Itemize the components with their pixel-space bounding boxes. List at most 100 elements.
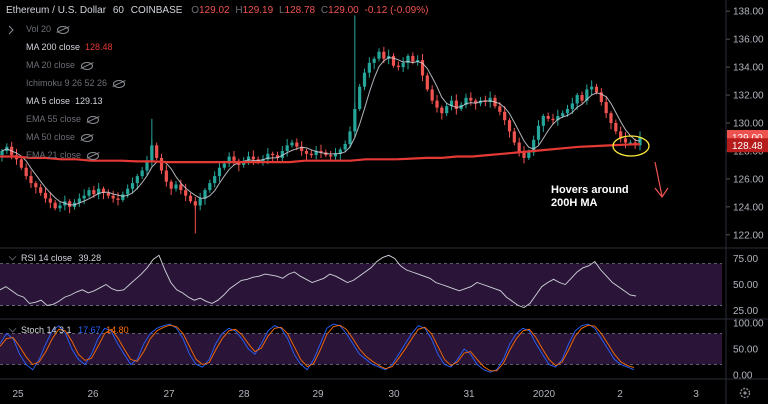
- x-tick-label: 30: [388, 389, 400, 400]
- legend-item[interactable]: Vol 20: [26, 24, 70, 34]
- collapse-icon[interactable]: [8, 252, 17, 261]
- candle-body: [246, 156, 251, 161]
- candle-body: [396, 65, 400, 68]
- ma200-line: [0, 143, 641, 164]
- legend-label: MA 50 close: [26, 132, 76, 142]
- candle-body: [48, 198, 52, 203]
- candle-body: [43, 192, 48, 199]
- legend-item[interactable]: EMA 55 close: [26, 114, 100, 124]
- candle-body: [150, 145, 154, 161]
- candle-body: [522, 152, 526, 158]
- candle-body: [406, 55, 410, 63]
- ma200-price-label: 128.48: [732, 141, 763, 152]
- rsi-value: 39.28: [78, 253, 102, 263]
- eye-off-icon[interactable]: [57, 25, 70, 34]
- candle-body: [121, 194, 125, 200]
- candle-body: [213, 176, 217, 184]
- stoch-legend: Stoch 14 3 1 17.67 14.80: [8, 324, 129, 335]
- collapse-icon[interactable]: [8, 324, 17, 333]
- eye-off-icon[interactable]: [87, 115, 100, 124]
- candle-body: [145, 160, 149, 171]
- rsi-tick-label: 50.00: [733, 280, 758, 291]
- low-value: 128.78: [284, 5, 316, 16]
- candle-body: [367, 62, 371, 73]
- stoch-title: Stoch 14 3 1: [21, 325, 72, 335]
- stoch-tick-label: 0.00: [733, 370, 753, 381]
- candle-body: [261, 159, 265, 163]
- candle-body: [604, 102, 608, 114]
- eye-off-icon[interactable]: [81, 133, 94, 142]
- candle-body: [430, 89, 434, 101]
- candle-body: [464, 97, 468, 105]
- legend-item[interactable]: MA 5 close 129.13: [26, 96, 103, 106]
- candle-body: [208, 183, 212, 191]
- candle-body: [498, 106, 502, 112]
- candle-body: [198, 198, 202, 206]
- candle-body: [488, 97, 492, 103]
- candle-body: [353, 109, 357, 132]
- candle-body: [275, 155, 280, 158]
- low-label: L: [278, 5, 285, 16]
- candle-body: [527, 152, 531, 158]
- candle-body: [619, 131, 623, 139]
- close-label: C: [320, 5, 329, 16]
- legend-label: MA 5 close: [26, 96, 71, 106]
- stoch-d-line: [0, 324, 635, 372]
- candle-body: [164, 170, 168, 182]
- x-tick-label: 25: [12, 389, 24, 400]
- candle-body: [106, 192, 110, 196]
- candle-body: [343, 143, 347, 150]
- legend-value: 128.48: [85, 42, 113, 52]
- rsi-band: [0, 263, 722, 306]
- eye-off-icon[interactable]: [87, 151, 100, 160]
- legend-item[interactable]: MA 200 close 128.48: [26, 42, 113, 52]
- eye-off-icon[interactable]: [113, 79, 126, 88]
- candle-body: [188, 195, 193, 202]
- candle-body: [565, 109, 570, 114]
- change-value: -0.12 (-0.09%): [364, 5, 429, 16]
- candle-body: [623, 138, 628, 143]
- candle-body: [159, 157, 164, 171]
- candle-body: [155, 145, 159, 158]
- candle-body: [329, 155, 333, 157]
- legend-label: Ichimoku 9 26 52 26: [26, 78, 108, 88]
- candle-body: [532, 139, 536, 153]
- candle-body: [169, 181, 173, 189]
- candle-body: [551, 118, 555, 121]
- candle-body: [227, 156, 231, 164]
- y-tick-label: 138.00: [733, 7, 764, 18]
- open-label: O: [191, 5, 199, 16]
- x-tick-label: 31: [463, 389, 475, 400]
- candle-body: [411, 55, 415, 62]
- candle-body: [39, 187, 43, 193]
- rsi-legend: RSI 14 close 39.28: [8, 252, 101, 263]
- candle-body: [420, 60, 425, 76]
- legend-label: EMA 55 close: [26, 114, 82, 124]
- stoch-tick-label: 100.00: [733, 319, 764, 330]
- candle-body: [184, 190, 188, 196]
- x-tick-label: 2020: [533, 389, 556, 400]
- x-tick-label: 29: [312, 389, 324, 400]
- candle-body: [19, 159, 23, 168]
- y-tick-label: 132.00: [733, 91, 764, 102]
- candle-body: [280, 150, 284, 158]
- candle-body: [130, 183, 135, 189]
- candle-body: [58, 205, 62, 209]
- legend-item[interactable]: Ichimoku 9 26 52 26: [26, 78, 126, 88]
- y-tick-label: 136.00: [733, 35, 764, 46]
- candle-body: [536, 125, 541, 140]
- eye-off-icon[interactable]: [81, 61, 94, 70]
- y-tick-label: 124.00: [733, 202, 764, 213]
- stoch-tick-label: 50.00: [733, 345, 758, 356]
- legend-item[interactable]: EMA 21 close: [26, 150, 100, 160]
- candle-body: [24, 167, 28, 177]
- candle-body: [266, 153, 270, 160]
- candle-body: [372, 58, 376, 63]
- legend-item[interactable]: MA 50 close: [26, 132, 94, 142]
- candle-body: [382, 51, 386, 59]
- candle-body: [517, 142, 521, 153]
- candle-body: [391, 55, 396, 66]
- legend-item[interactable]: MA 20 close: [26, 60, 94, 70]
